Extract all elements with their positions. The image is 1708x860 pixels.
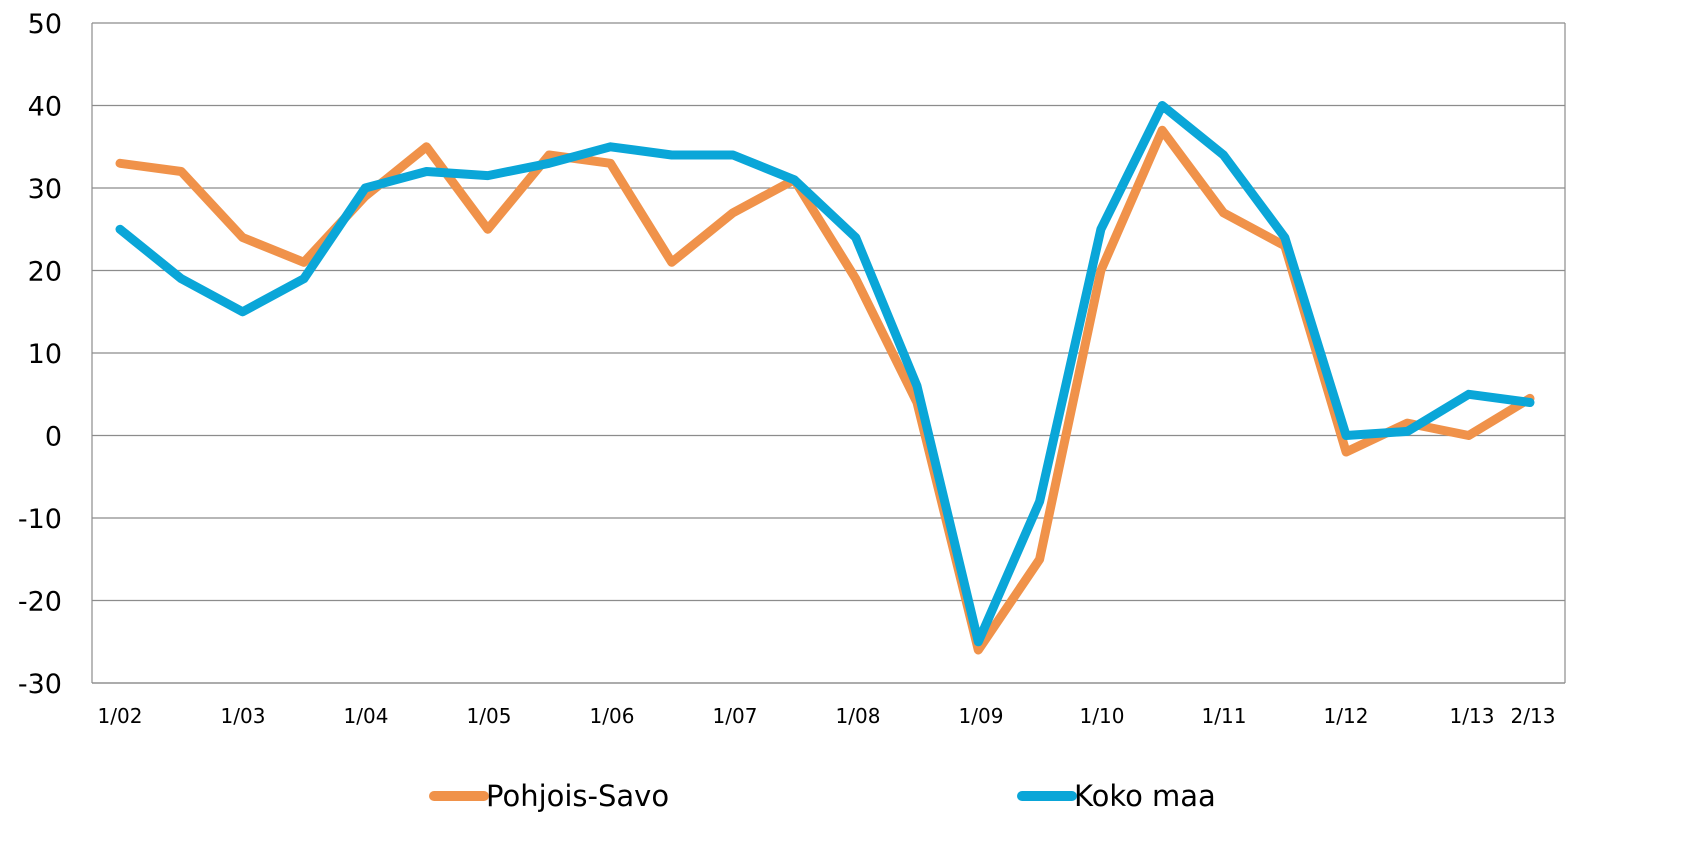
x-tick-label: 1/07 (713, 704, 758, 728)
x-tick-labels: 1/02 1/03 1/04 1/05 1/06 1/07 1/08 1/09 1/10 1/11… (98, 704, 1556, 728)
legend-item: Pohjois-Savo (429, 779, 669, 813)
y-tick-label: 20 (28, 257, 62, 288)
x-tick-label: 2/13 (1511, 704, 1556, 728)
x-tick-label: 1/13 (1450, 704, 1495, 728)
y-tick-label: -20 (18, 587, 62, 618)
y-tick-label: 30 (28, 174, 62, 205)
legend-label: Pohjois-Savo (486, 779, 669, 813)
legend-item: Koko maa (1017, 779, 1216, 813)
x-tick-label: 1/05 (467, 704, 512, 728)
y-tick-label: 10 (28, 339, 62, 370)
grid-lines (92, 22, 1565, 684)
y-tick-label: 40 (28, 92, 62, 123)
x-tick-label: 1/12 (1324, 704, 1369, 728)
x-tick-label: 1/04 (344, 704, 389, 728)
x-tick-label: 1/08 (836, 704, 881, 728)
series-lines (115, 101, 1535, 655)
series-line-koko-maa (115, 101, 1535, 647)
x-tick-label: 1/10 (1080, 704, 1125, 728)
y-tick-labels: 50 40 30 20 10 0 -10 -20 -30 (18, 9, 62, 700)
legend-label: Koko maa (1074, 779, 1216, 813)
x-tick-label: 1/09 (959, 704, 1004, 728)
y-tick-label: 0 (45, 422, 62, 453)
y-tick-label: 50 (28, 9, 62, 40)
x-tick-label: 1/03 (221, 704, 266, 728)
y-tick-label: -30 (18, 669, 62, 700)
axes (91, 23, 1566, 684)
x-tick-label: 1/11 (1202, 704, 1247, 728)
legend: Pohjois-Savo Koko maa (429, 779, 1216, 813)
x-tick-label: 1/06 (590, 704, 635, 728)
y-tick-label: -10 (18, 504, 62, 535)
x-tick-label: 1/02 (98, 704, 143, 728)
